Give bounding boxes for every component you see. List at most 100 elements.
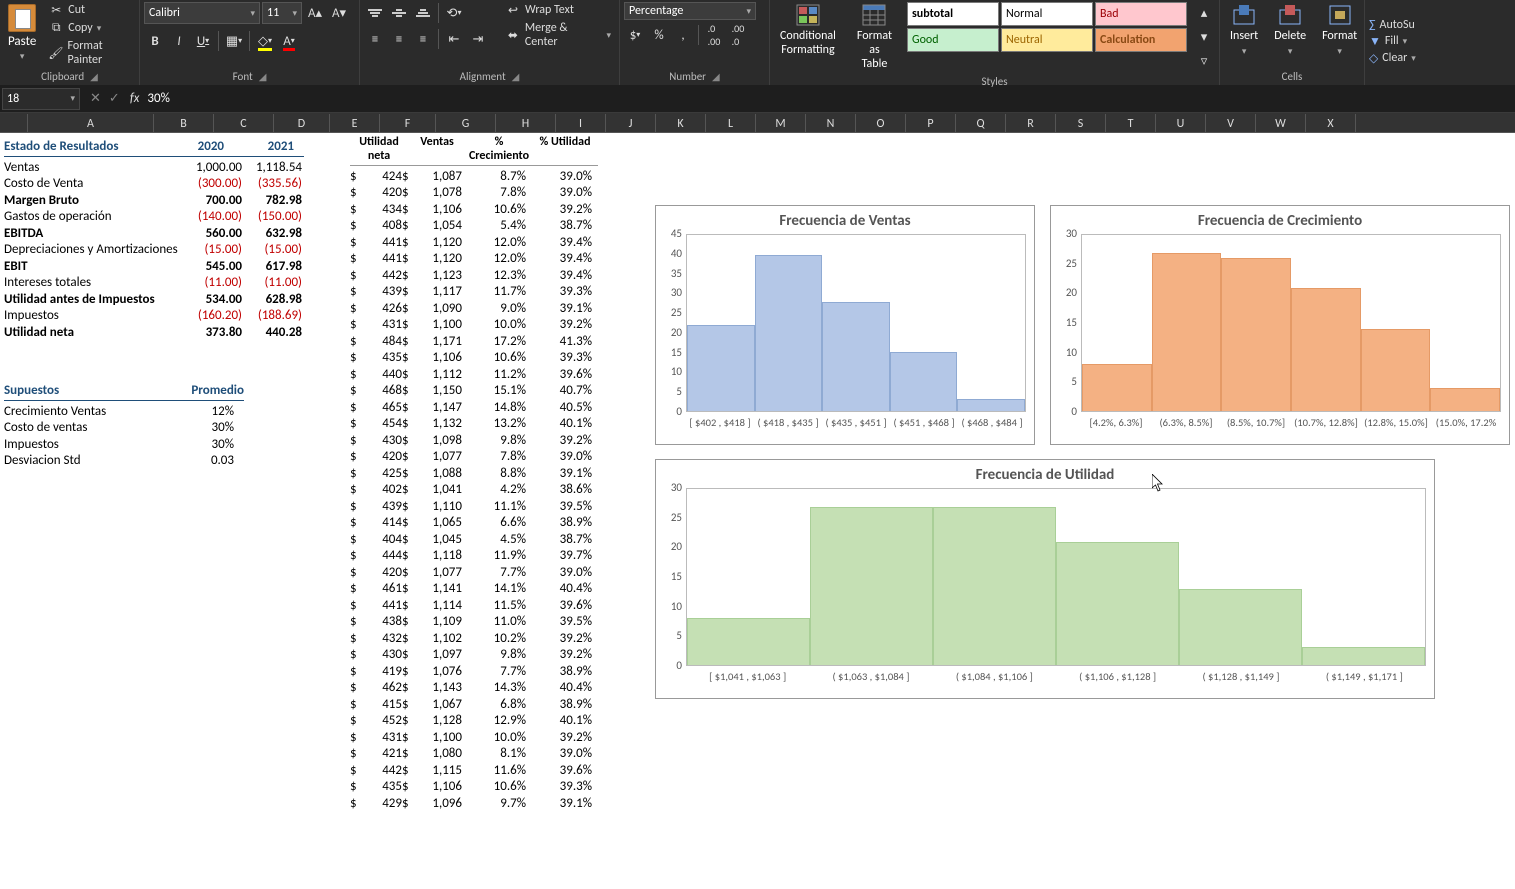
- clear-label: Clear: [1382, 51, 1407, 65]
- number-format-combo[interactable]: Percentage▾: [624, 2, 756, 20]
- col-header[interactable]: X: [1306, 114, 1356, 134]
- align-bottom-button[interactable]: [412, 2, 434, 24]
- gallery-next-button[interactable]: ▾: [1193, 26, 1215, 48]
- col-header[interactable]: I: [556, 114, 606, 134]
- chart-bar: [1179, 589, 1302, 665]
- clipboard-launcher[interactable]: ◢: [90, 70, 98, 83]
- decrease-font-button[interactable]: A▾: [328, 2, 350, 24]
- decrease-decimals-button[interactable]: .00.0: [727, 24, 749, 46]
- gallery-prev-button[interactable]: ▴: [1193, 2, 1215, 24]
- chart-bar: [1152, 253, 1222, 411]
- chart-box[interactable]: Frecuencia de Utilidad051015202530[ $1,0…: [655, 459, 1435, 699]
- font-launcher[interactable]: ◢: [259, 70, 267, 83]
- col-header[interactable]: K: [656, 114, 706, 134]
- col-header[interactable]: O: [856, 114, 906, 134]
- cell-styles-gallery[interactable]: subtotalNormalBad GoodNeutralCalculation: [907, 2, 1187, 52]
- col-header[interactable]: L: [706, 114, 756, 134]
- style-swatch[interactable]: Normal: [1001, 2, 1093, 26]
- sim-row: $424$1,0878.7%39.0%: [350, 168, 598, 185]
- autosum-button[interactable]: ∑AutoSu: [1369, 18, 1415, 32]
- col-header[interactable]: B: [154, 114, 214, 134]
- col-header[interactable]: U: [1156, 114, 1206, 134]
- style-swatch[interactable]: subtotal: [907, 2, 999, 26]
- col-header[interactable]: E: [330, 114, 380, 134]
- col-header[interactable]: S: [1056, 114, 1106, 134]
- merge-icon: ⬌: [505, 28, 521, 42]
- font-name-combo[interactable]: Calibri▾: [144, 2, 260, 24]
- col-header[interactable]: W: [1256, 114, 1306, 134]
- col-header[interactable]: J: [606, 114, 656, 134]
- alignment-launcher[interactable]: ◢: [512, 70, 520, 83]
- sim-row: $439$1,11711.7%39.3%: [350, 284, 598, 301]
- col-header[interactable]: R: [1006, 114, 1056, 134]
- fx-icon[interactable]: fx: [130, 91, 140, 106]
- sim-row: $465$1,14714.8%40.5%: [350, 399, 598, 416]
- decrease-indent-button[interactable]: ⇤: [443, 28, 465, 50]
- sim-row: $431$1,10010.0%39.2%: [350, 729, 598, 746]
- align-center-button[interactable]: ≡: [388, 28, 410, 50]
- format-cells-button[interactable]: Format▾: [1316, 2, 1363, 59]
- formula-input[interactable]: 30%: [147, 91, 169, 106]
- copy-button[interactable]: ⧉ Copy ▾: [44, 20, 135, 36]
- col-header[interactable]: H: [496, 114, 556, 134]
- col-header[interactable]: F: [380, 114, 436, 134]
- col-header[interactable]: C: [214, 114, 274, 134]
- underline-button[interactable]: U ▾: [192, 30, 214, 52]
- style-swatch[interactable]: Bad: [1095, 2, 1187, 26]
- col-header[interactable]: N: [806, 114, 856, 134]
- insert-cells-button[interactable]: Insert▾: [1224, 2, 1264, 59]
- formula-cancel-icon[interactable]: ✕: [90, 91, 101, 106]
- style-swatch[interactable]: Calculation: [1095, 28, 1187, 52]
- accounting-format-button[interactable]: $▾: [624, 24, 646, 46]
- col-header[interactable]: M: [756, 114, 806, 134]
- select-all-corner[interactable]: [0, 114, 28, 132]
- col-header[interactable]: T: [1106, 114, 1156, 134]
- font-color-button[interactable]: A▾: [278, 30, 300, 52]
- increase-decimals-button[interactable]: .0.00: [703, 24, 725, 46]
- col-header[interactable]: G: [436, 114, 496, 134]
- formula-accept-icon[interactable]: ✓: [109, 91, 120, 106]
- col-header[interactable]: P: [906, 114, 956, 134]
- col-header[interactable]: Q: [956, 114, 1006, 134]
- style-swatch[interactable]: Good: [907, 28, 999, 52]
- fill-color-button[interactable]: ◇▾: [254, 30, 276, 52]
- chart-box[interactable]: Frecuencia de Crecimiento051015202530[4.…: [1050, 205, 1510, 445]
- delete-cells-button[interactable]: Delete▾: [1268, 2, 1312, 59]
- borders-button[interactable]: ▦▾: [223, 30, 245, 52]
- font-size-combo[interactable]: 11▾: [262, 2, 302, 24]
- chart-title: Frecuencia de Crecimiento: [1051, 206, 1509, 232]
- style-swatch[interactable]: Neutral: [1001, 28, 1093, 52]
- align-top-button[interactable]: [364, 2, 386, 24]
- sheet-area[interactable]: Estado de Resultados 2020 2021 Ventas1,0…: [0, 133, 1515, 889]
- chart-box[interactable]: Frecuencia de Ventas051015202530354045[ …: [655, 205, 1035, 445]
- paste-button[interactable]: Paste ▾: [4, 2, 40, 64]
- cut-button[interactable]: ✂ Cut: [44, 2, 135, 18]
- orientation-button[interactable]: ⟲▾: [443, 2, 465, 24]
- comma-format-button[interactable]: ,: [672, 24, 694, 46]
- merge-center-button[interactable]: ⬌ Merge & Center ▾: [501, 20, 615, 50]
- conditional-formatting-button[interactable]: Conditional Formatting: [774, 2, 842, 59]
- percent-format-button[interactable]: %: [648, 24, 670, 46]
- clear-button[interactable]: ◇Clear▾: [1369, 51, 1416, 66]
- increase-font-button[interactable]: A▴: [304, 2, 326, 24]
- clipboard-group-title: Clipboard: [41, 70, 84, 83]
- increase-indent-button[interactable]: ⇥: [467, 28, 489, 50]
- sim-h-utilpct: % Utilidad: [532, 135, 598, 163]
- align-left-button[interactable]: ≡: [364, 28, 386, 50]
- wrap-text-button[interactable]: ↩ Wrap Text: [501, 2, 615, 18]
- gallery-more-button[interactable]: ▿: [1193, 50, 1215, 72]
- bold-button[interactable]: B: [144, 30, 166, 52]
- name-box[interactable]: 18 ▾: [2, 88, 80, 110]
- align-right-button[interactable]: ≡: [412, 28, 434, 50]
- col-header[interactable]: V: [1206, 114, 1256, 134]
- format-painter-button[interactable]: 🖌 Format Painter: [44, 38, 135, 68]
- number-launcher[interactable]: ◢: [712, 70, 720, 83]
- italic-button[interactable]: I: [168, 30, 190, 52]
- income-statement-block: Estado de Resultados 2020 2021 Ventas1,0…: [4, 139, 304, 341]
- col-header[interactable]: D: [274, 114, 330, 134]
- format-as-table-button[interactable]: Format as Table: [846, 2, 903, 73]
- align-middle-button[interactable]: [388, 2, 410, 24]
- col-header[interactable]: A: [28, 114, 154, 134]
- fill-button[interactable]: ▼Fill▾: [1369, 34, 1407, 49]
- ribbon-group-editing: ∑AutoSu ▼Fill▾ ◇Clear▾: [1365, 0, 1515, 85]
